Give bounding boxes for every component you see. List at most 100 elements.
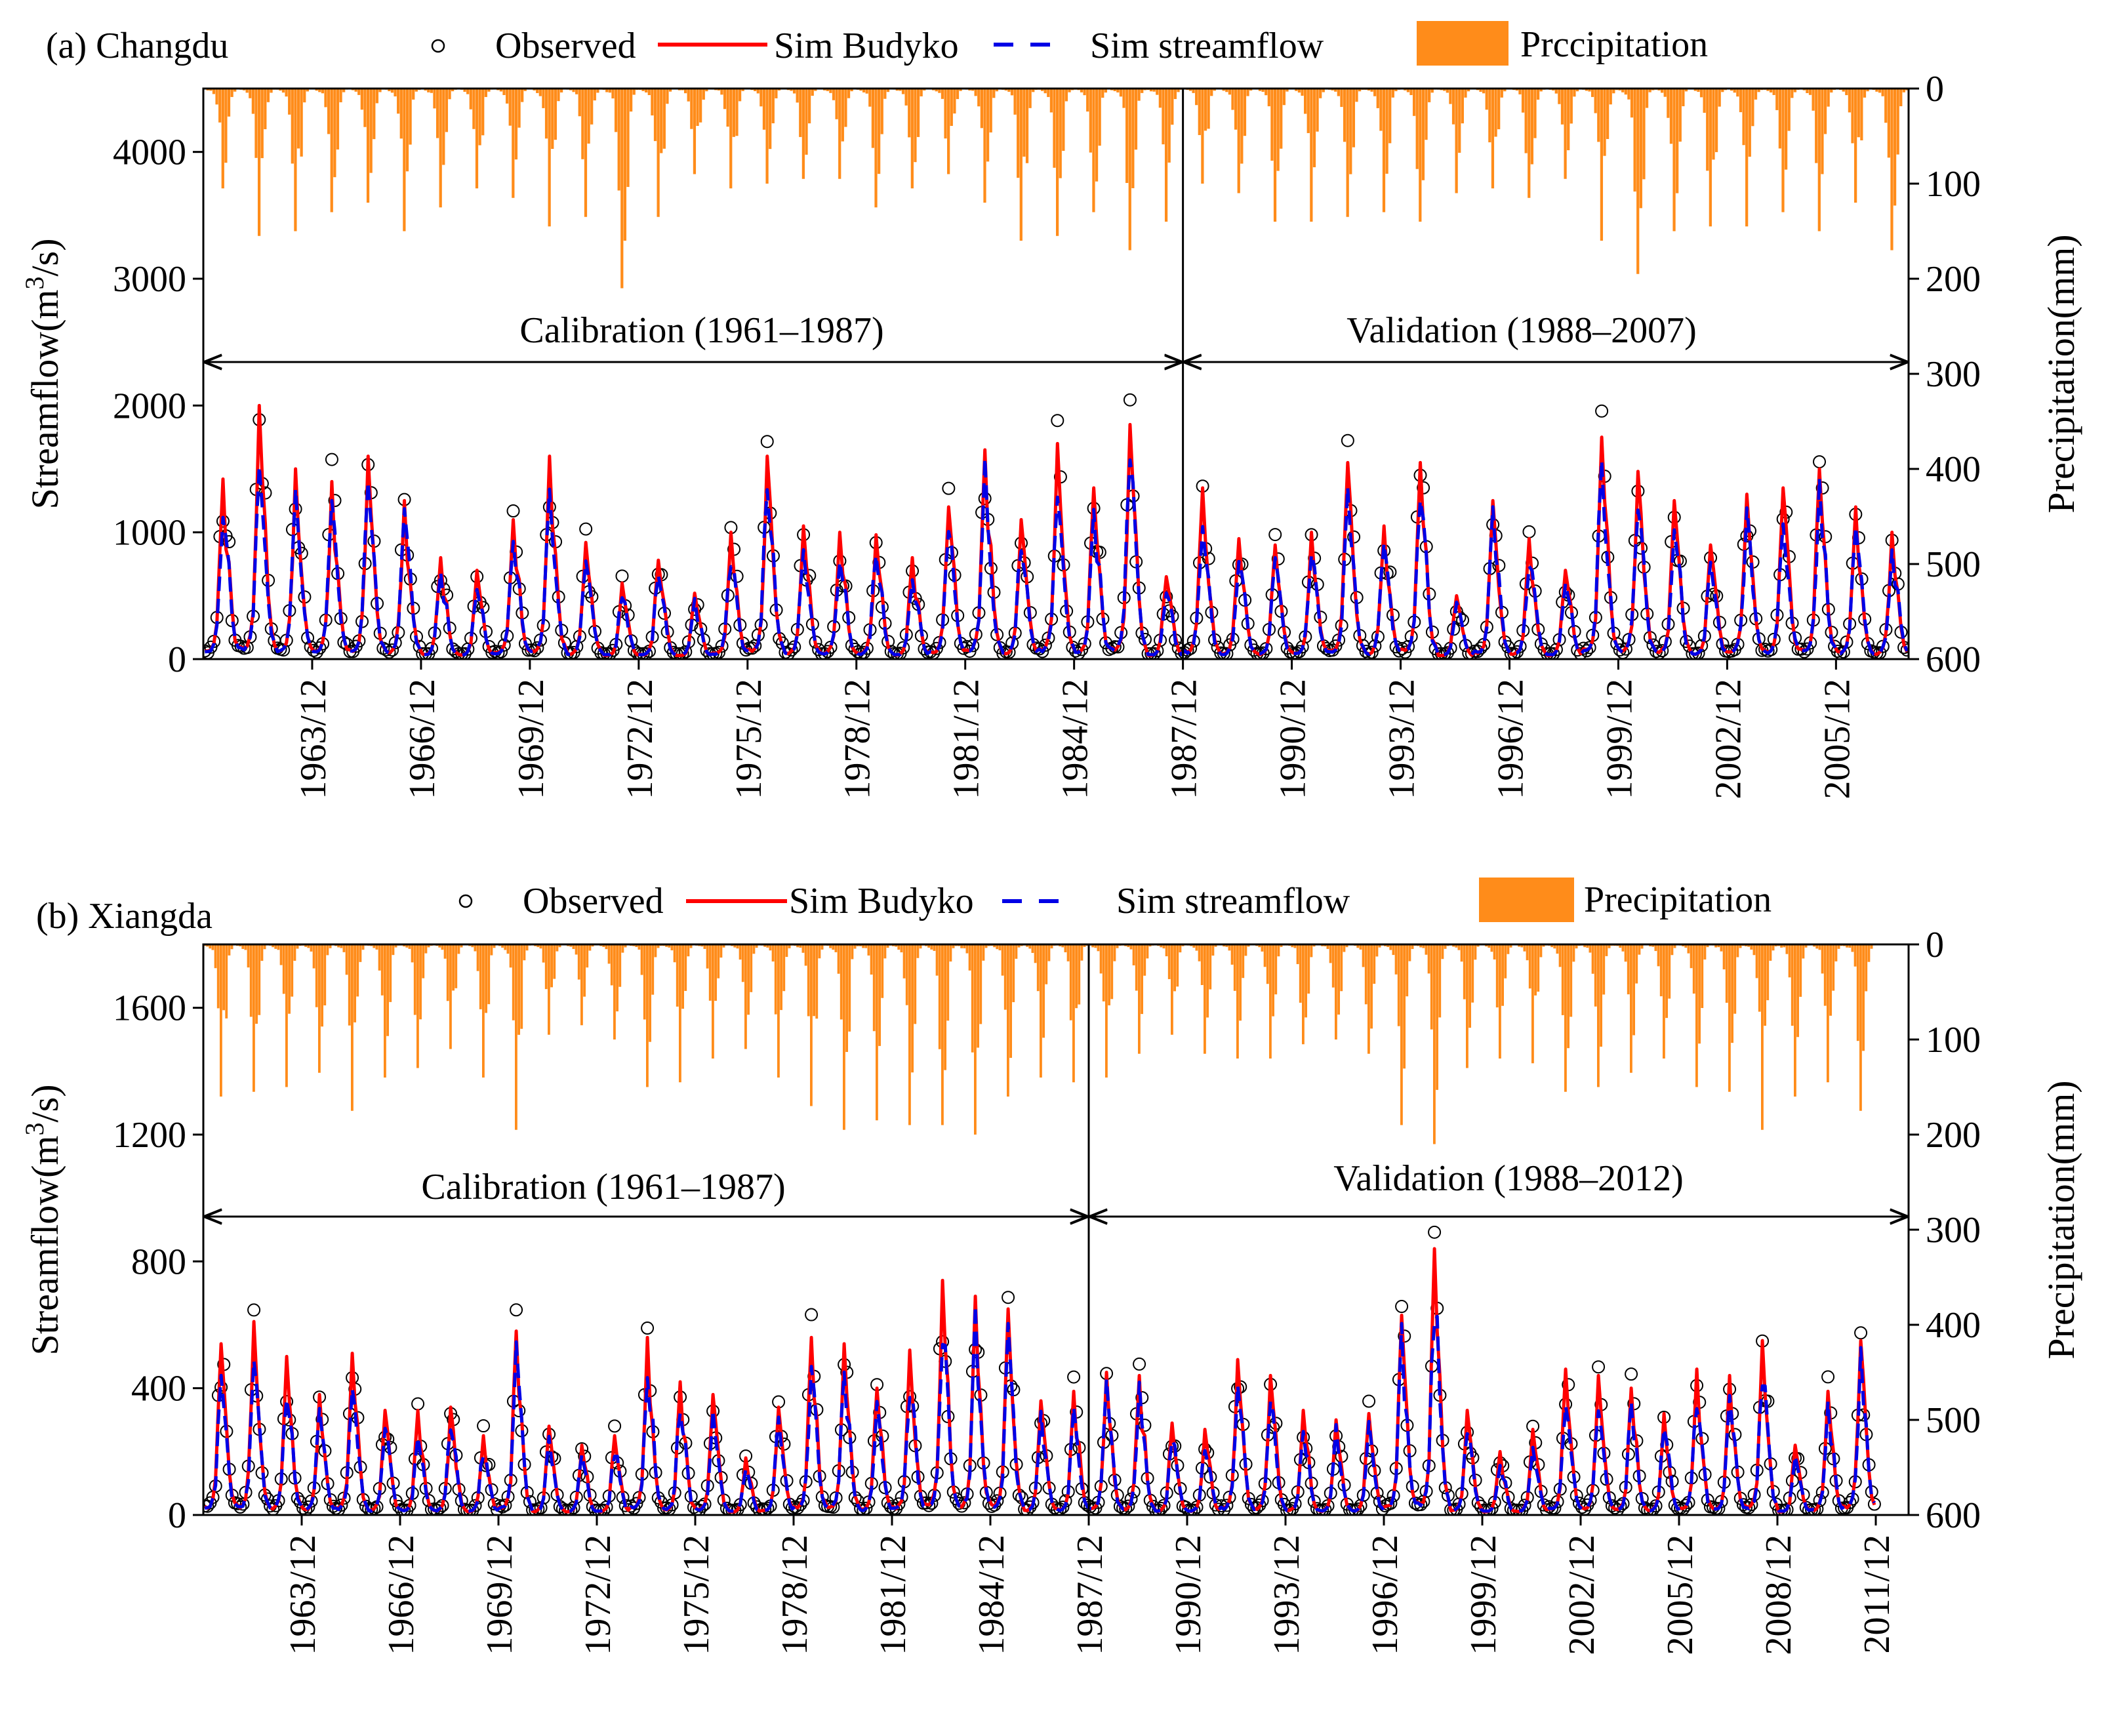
precipitation-bar [613, 944, 616, 1040]
observed-point [506, 504, 520, 518]
precipitation-bar [1301, 89, 1304, 96]
precipitation-bar [233, 89, 237, 92]
precipitation-bar [851, 944, 854, 959]
precipitation-bar [1367, 944, 1370, 1054]
precipitation-bar [815, 944, 819, 1019]
precipitation-bar [868, 89, 872, 107]
precipitation-bar [1167, 944, 1171, 979]
precipitation-bar [848, 944, 851, 1032]
precipitation-bar [525, 944, 529, 951]
precipitation-bar [1752, 944, 1756, 956]
precipitation-bar [1493, 944, 1496, 959]
precipitation-bar [1853, 944, 1857, 967]
precipitation-bar [944, 944, 946, 1070]
precipitation-bar [357, 89, 361, 95]
observed-point [382, 645, 396, 659]
precipitation-bar [1720, 944, 1723, 952]
precipitation-bar [254, 89, 258, 158]
precipitation-bar [1684, 89, 1688, 92]
precipitation-bar [1269, 944, 1272, 1059]
precipitation-bar [455, 944, 458, 988]
precipitation-bar [523, 944, 526, 961]
precipitation-bar [944, 89, 947, 139]
precipitation-bar [1491, 89, 1495, 189]
precipitation-bar [1829, 944, 1832, 1016]
precipitation-bar [1373, 944, 1376, 984]
observed-point [929, 641, 943, 655]
precipitation-bar [435, 89, 439, 138]
precipitation-bar [1542, 944, 1545, 947]
precipitation-bar [416, 944, 419, 1068]
precipitation-bar [487, 89, 491, 92]
precipitation-bar [1588, 89, 1591, 92]
precipitation-bar [1890, 89, 1893, 251]
precipitation-bar [266, 89, 270, 102]
precipitation-bar [1558, 944, 1562, 967]
precipitation-bar [1497, 89, 1501, 130]
precipitation-bar [504, 944, 507, 950]
precipitation-bar [575, 89, 578, 94]
precipitation-bar [442, 89, 445, 165]
precipitation-bar [805, 89, 808, 155]
precipitation-bar [1337, 89, 1340, 96]
precipitation-bar [1602, 944, 1606, 995]
precipitation-bar [1270, 89, 1274, 161]
precipitation-bar [807, 89, 811, 124]
precipitation-bar [1490, 944, 1493, 952]
precipitation-bar [771, 944, 775, 962]
precipitation-bar [632, 89, 636, 95]
precipitation-bar [270, 89, 273, 93]
observed-point [1890, 0, 1902, 6]
precipitation-bar [520, 944, 523, 1029]
precipitation-bar [1428, 89, 1431, 102]
observed-point [531, 641, 544, 655]
precipitation-bar [1310, 944, 1313, 958]
precipitation-bar [415, 89, 418, 92]
precipitation-bar [741, 89, 744, 91]
precipitation-bar [1693, 89, 1697, 91]
precipitation-bar [1848, 944, 1852, 948]
precipitation-bar [1408, 944, 1411, 961]
observed-point [1625, 1367, 1638, 1381]
precipitation-bar [1412, 89, 1416, 116]
precipitation-bar [556, 944, 559, 952]
y-right-tick-label: 400 [1926, 449, 1981, 490]
precipitation-bar [1528, 89, 1531, 198]
precipitation-bar [838, 89, 841, 179]
x-tick-label: 2005/12 [1660, 1535, 1701, 1655]
precipitation-bar [920, 89, 923, 96]
precipitation-bar [665, 944, 668, 947]
precipitation-bar [1603, 89, 1606, 156]
precipitation-bar [1421, 89, 1425, 180]
precipitation-bar [616, 944, 618, 1012]
precipitation-bar [1791, 89, 1794, 98]
precipitation-bar [840, 944, 843, 1020]
precipitation-bar [1569, 89, 1573, 124]
precipitation-bar [979, 944, 982, 1024]
precipitation-bar [439, 89, 442, 208]
precipitation-bar [1657, 944, 1660, 967]
precipitation-bar [583, 944, 586, 997]
precipitation-bar [804, 944, 807, 966]
precipitation-bar [935, 944, 939, 976]
precipitation-bar [681, 944, 684, 1009]
precipitation-bar [832, 89, 836, 100]
y-right-tick-label: 0 [1926, 69, 1944, 110]
precipitation-bar [1132, 944, 1135, 965]
observed-point [942, 481, 956, 495]
precipitation-bar [1223, 944, 1225, 947]
precipitation-bar [1387, 944, 1389, 947]
precipitation-bar [1095, 89, 1099, 182]
precipitation-bar [591, 944, 594, 947]
precipitation-bar [463, 89, 466, 92]
precipitation-bar [548, 89, 551, 227]
precipitation-bar [1192, 944, 1196, 948]
precipitation-bar [1747, 944, 1750, 947]
precipitation-bar [1846, 944, 1848, 948]
precipitation-bar [1572, 944, 1575, 962]
precipitation-bar [938, 89, 941, 93]
precipitation-bar [1709, 89, 1712, 227]
precipitation-bar [1523, 944, 1526, 952]
precipitation-bar [241, 944, 245, 949]
precipitation-bar [509, 944, 512, 968]
